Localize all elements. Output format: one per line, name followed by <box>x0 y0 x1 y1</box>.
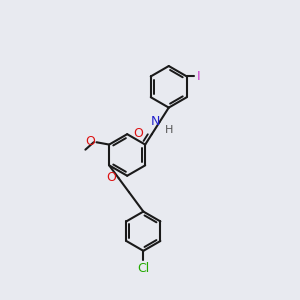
Text: I: I <box>197 70 200 83</box>
Text: N: N <box>151 115 160 128</box>
Text: O: O <box>106 171 116 184</box>
Text: O: O <box>85 135 95 148</box>
Text: Cl: Cl <box>137 262 149 275</box>
Text: H: H <box>164 125 173 135</box>
Text: O: O <box>134 127 144 140</box>
